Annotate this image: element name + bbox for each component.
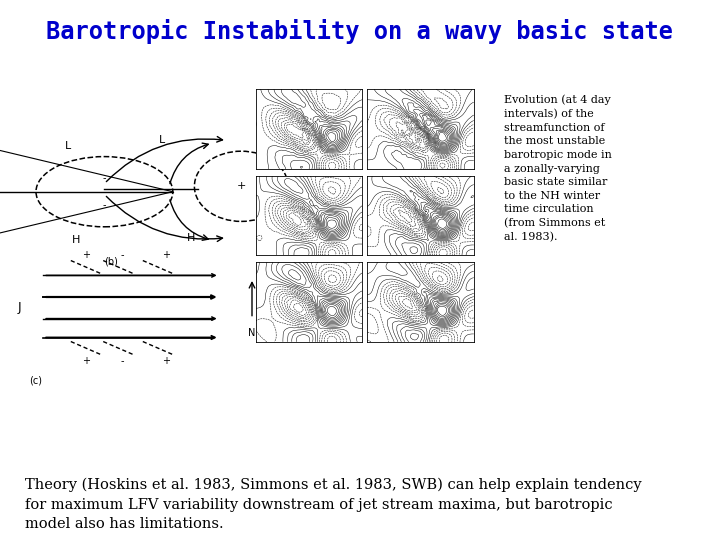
Text: (b): (b) (104, 256, 118, 267)
Text: Barotropic Instability on a wavy basic state: Barotropic Instability on a wavy basic s… (47, 19, 673, 44)
Text: Evolution (at 4 day
intervals) of the
streamfunction of
the most unstable
barotr: Evolution (at 4 day intervals) of the st… (504, 94, 612, 242)
Text: +: + (161, 250, 170, 260)
Text: L: L (66, 141, 71, 151)
Text: +: + (161, 356, 170, 366)
Text: +: + (82, 250, 91, 260)
Text: J: J (18, 301, 22, 314)
Text: N: N (248, 328, 256, 339)
Text: H: H (186, 233, 195, 242)
Text: -: - (103, 173, 106, 183)
Text: L: L (159, 136, 165, 145)
Text: (c): (c) (29, 375, 42, 386)
Text: H: H (71, 235, 80, 245)
Text: -: - (121, 356, 124, 366)
Text: -: - (121, 250, 124, 260)
Text: +: + (82, 356, 91, 366)
Text: +: + (236, 181, 246, 191)
Text: -: - (103, 200, 106, 210)
Text: Theory (Hoskins et al. 1983, Simmons et al. 1983, SWB) can help explain tendency: Theory (Hoskins et al. 1983, Simmons et … (25, 478, 642, 531)
